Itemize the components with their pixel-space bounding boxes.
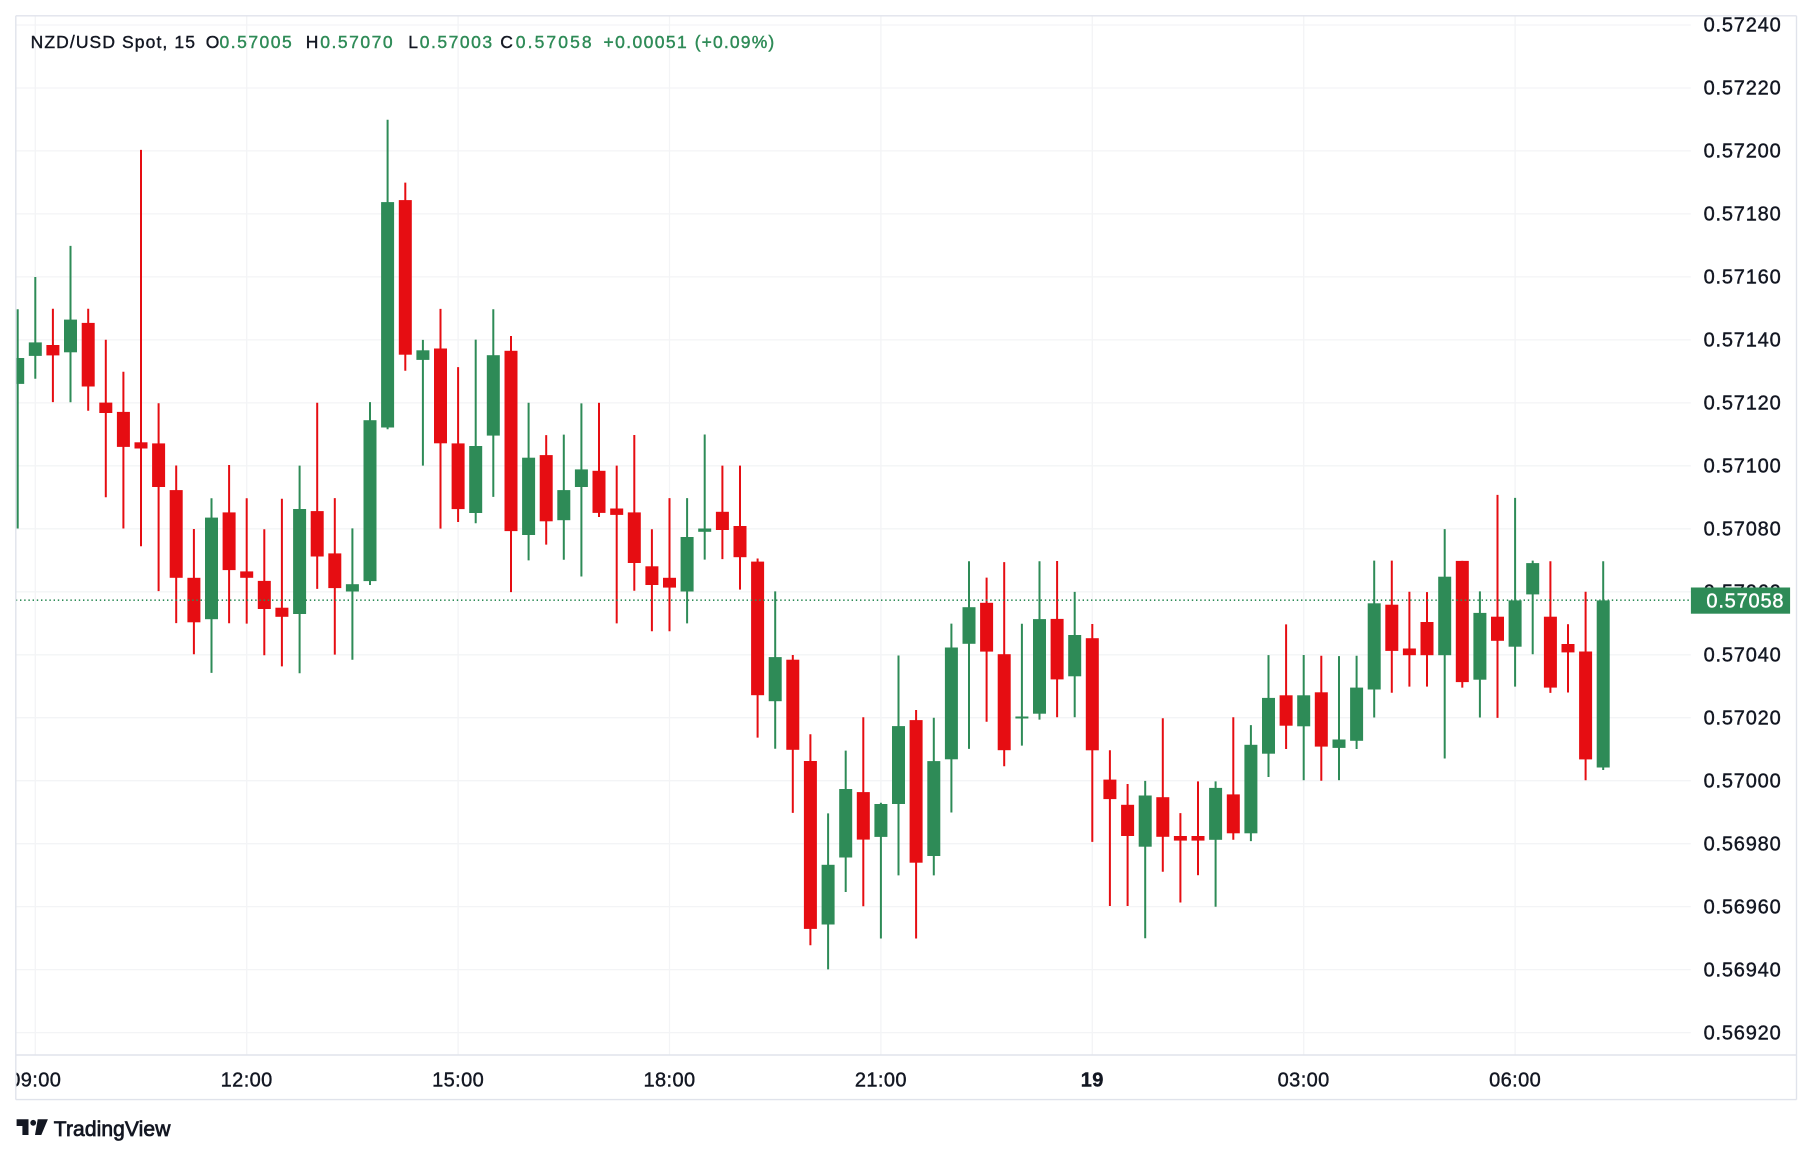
svg-text:0.57220: 0.57220 <box>1704 78 1782 100</box>
svg-text:0.57160: 0.57160 <box>1704 267 1782 289</box>
svg-text:0.57005: 0.57005 <box>220 32 294 52</box>
svg-text:06:00: 06:00 <box>1489 1070 1541 1092</box>
svg-text:09:00: 09:00 <box>9 1070 61 1092</box>
svg-text:NZD/USD Spot, 15: NZD/USD Spot, 15 <box>31 32 196 52</box>
svg-text:0.57040: 0.57040 <box>1704 645 1782 667</box>
svg-text:0.57140: 0.57140 <box>1704 330 1782 352</box>
svg-text:+0.00051: +0.00051 <box>604 32 689 52</box>
svg-text:C: C <box>500 32 513 52</box>
svg-text:0.57000: 0.57000 <box>1704 770 1782 792</box>
svg-text:19: 19 <box>1081 1070 1104 1092</box>
svg-text:0.57020: 0.57020 <box>1704 707 1782 729</box>
svg-text:0.57100: 0.57100 <box>1704 456 1782 478</box>
svg-text:0.57080: 0.57080 <box>1704 519 1782 541</box>
svg-text:0.56920: 0.56920 <box>1704 1022 1782 1044</box>
svg-text:0.56960: 0.56960 <box>1704 896 1782 918</box>
svg-text:H: H <box>306 32 319 52</box>
svg-text:03:00: 03:00 <box>1278 1070 1330 1092</box>
svg-text:0.57120: 0.57120 <box>1704 393 1782 415</box>
svg-text:18:00: 18:00 <box>643 1070 695 1092</box>
svg-text:(+0.09%): (+0.09%) <box>695 32 776 52</box>
svg-text:0.57003: 0.57003 <box>420 32 494 52</box>
svg-text:TradingView: TradingView <box>54 1118 171 1141</box>
svg-text:0.57058: 0.57058 <box>1706 591 1784 613</box>
svg-text:21:00: 21:00 <box>855 1070 907 1092</box>
svg-text:0.56980: 0.56980 <box>1704 833 1782 855</box>
svg-text:0.57058: 0.57058 <box>516 32 594 52</box>
svg-text:0.57180: 0.57180 <box>1704 204 1782 226</box>
svg-text:15:00: 15:00 <box>432 1070 484 1092</box>
svg-text:12:00: 12:00 <box>221 1070 273 1092</box>
svg-text:L: L <box>408 32 418 52</box>
svg-text:0.56940: 0.56940 <box>1704 959 1782 981</box>
svg-text:O: O <box>206 32 220 52</box>
svg-text:0.57240: 0.57240 <box>1704 15 1782 37</box>
svg-text:0.57070: 0.57070 <box>320 32 394 52</box>
svg-text:0.57200: 0.57200 <box>1704 141 1782 163</box>
